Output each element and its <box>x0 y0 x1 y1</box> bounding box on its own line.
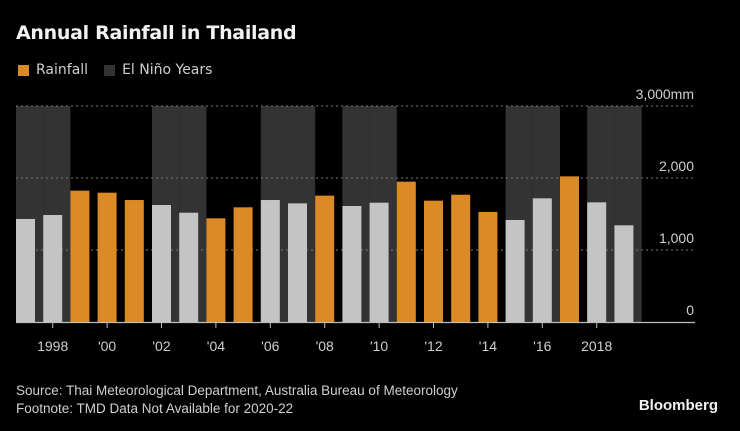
legend-swatch-rainfall <box>18 64 29 76</box>
bar-2003 <box>179 212 199 322</box>
bloomberg-logo: Bloomberg <box>638 397 718 414</box>
y-tick-label-0: 0 <box>686 302 694 318</box>
bar-1998 <box>43 215 63 322</box>
x-tick-label-2014: '14 <box>479 338 497 354</box>
bar-2005 <box>233 207 253 322</box>
bar-2018 <box>587 202 607 322</box>
y-tick-label-3000: 3,000mm <box>636 86 694 102</box>
legend: Rainfall El Niño Years <box>18 62 228 78</box>
source-note: Source: Thai Meteorological Department, … <box>16 383 458 398</box>
x-axis <box>16 321 695 328</box>
bar-2010 <box>369 202 389 322</box>
footer: Source: Thai Meteorological Department, … <box>16 382 458 418</box>
x-tick-label-2006: '06 <box>261 338 279 354</box>
legend-swatch-el-nino <box>104 64 116 76</box>
x-tick-label-2004: '04 <box>207 338 225 354</box>
bar-2007 <box>288 203 307 322</box>
bar-2002 <box>152 205 171 322</box>
bar-1999 <box>70 190 90 322</box>
bar-2016 <box>532 198 552 322</box>
bar-2009 <box>342 206 362 322</box>
bar-1997 <box>16 218 35 322</box>
x-tick-label-1998: 1998 <box>37 338 68 354</box>
y-tick-label-1000: 1,000 <box>659 230 694 246</box>
bar-2011 <box>396 181 416 322</box>
bar-2008 <box>315 195 335 322</box>
legend-label-el-nino: El Niño Years <box>122 62 213 78</box>
x-tick-label-2010: '10 <box>370 338 388 354</box>
x-tick-label-2016: '16 <box>533 338 551 354</box>
bar-2001 <box>124 200 144 322</box>
legend-label-rainfall: Rainfall <box>36 62 89 78</box>
bar-2017 <box>560 176 579 322</box>
chart-title: Annual Rainfall in Thailand <box>16 22 297 44</box>
bar-2015 <box>505 219 525 322</box>
footnote: Footnote: TMD Data Not Available for 202… <box>16 401 294 416</box>
bar-2013 <box>451 194 471 322</box>
legend-item-el-nino: El Niño Years <box>104 62 212 78</box>
bar-2019 <box>614 225 634 322</box>
bar-2006 <box>260 200 280 322</box>
x-tick-label-2002: '02 <box>152 338 170 354</box>
gridlines <box>16 105 695 251</box>
x-tick-label-2000: '00 <box>98 338 116 354</box>
bar-2012 <box>424 200 443 322</box>
legend-item-rainfall: Rainfall <box>18 62 88 78</box>
x-tick-label-2008: '08 <box>316 338 334 354</box>
y-tick-label-2000: 2,000 <box>659 158 694 174</box>
bar-2000 <box>97 192 117 322</box>
x-tick-label-2018: 2018 <box>581 338 612 354</box>
x-tick-label-2012: '12 <box>424 338 442 354</box>
bar-2014 <box>478 211 498 322</box>
bar-2004 <box>206 218 226 322</box>
y-axis-labels: 0 1,000 2,000 3,000mm <box>636 86 695 318</box>
bars <box>16 176 634 322</box>
x-axis-labels: 1998 '00 '02 '04 '06 '08 '10 '12 '14 '16 2018 <box>37 338 612 354</box>
